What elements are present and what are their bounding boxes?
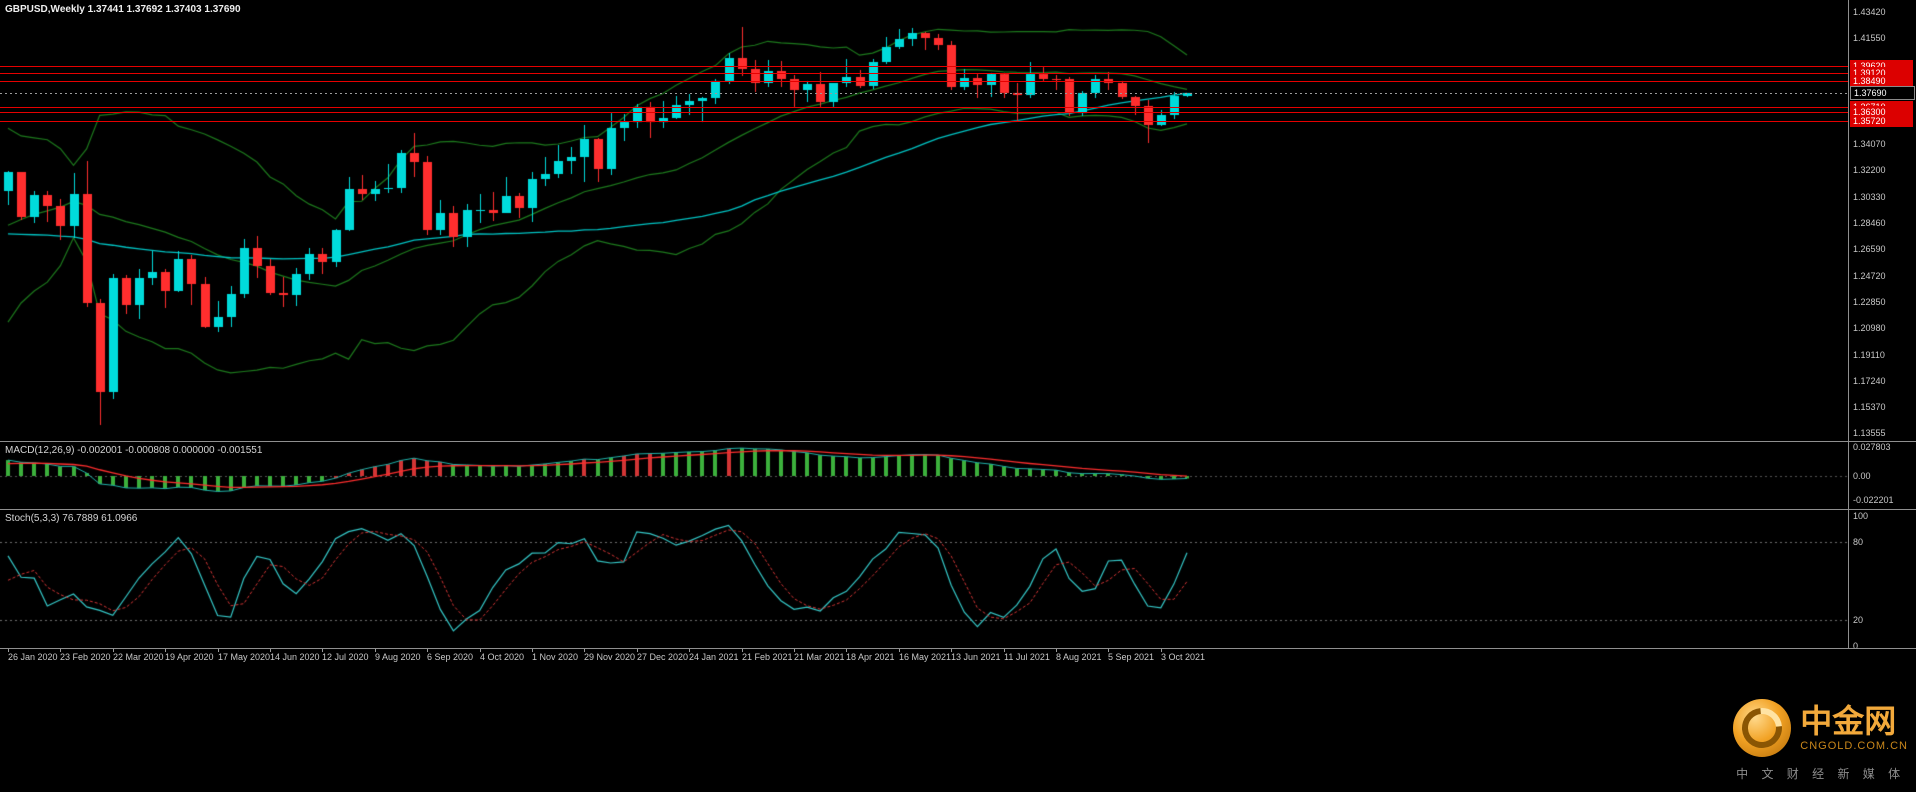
bid-price-line: [0, 93, 1848, 94]
price-tick-label: 1.13555: [1853, 428, 1886, 438]
time-tick: [742, 648, 743, 652]
time-tick: [1056, 648, 1057, 652]
cngold-watermark: 中金网 CNGOLD.COM.CN 中 文 财 经 新 媒 体: [1733, 699, 1908, 782]
date-label: 8 Aug 2021: [1056, 652, 1102, 662]
price-tick-label: 1.24720: [1853, 271, 1886, 281]
macd-panel-canvas[interactable]: [0, 442, 1848, 509]
time-tick: [60, 648, 61, 652]
date-label: 22 Mar 2020: [113, 652, 164, 662]
cngold-logo-icon: [1733, 699, 1792, 757]
date-label: 12 Jul 2020: [322, 652, 369, 662]
date-label: 23 Feb 2020: [60, 652, 111, 662]
price-tick-label: 1.34070: [1853, 139, 1886, 149]
time-tick: [532, 648, 533, 652]
date-label: 27 Dec 2020: [637, 652, 689, 662]
time-tick: [165, 648, 166, 652]
time-tick: [1004, 648, 1005, 652]
price-tick-label: 1.17240: [1853, 376, 1886, 386]
time-tick: [1108, 648, 1109, 652]
stoch-axis-label: 20: [1853, 615, 1864, 625]
price-tick-label: 1.43420: [1853, 7, 1886, 17]
price-level-label: 1.38490: [1850, 75, 1913, 87]
horizontal-level-line[interactable]: [0, 81, 1848, 82]
time-tick: [689, 648, 690, 652]
macd-axis-label: 0.00: [1853, 471, 1871, 481]
price-scale-border: [1848, 0, 1849, 648]
stoch-axis-label: 100: [1853, 511, 1869, 521]
watermark-site: CNGOLD.COM.CN: [1800, 739, 1908, 752]
price-tick-label: 1.26590: [1853, 244, 1886, 254]
stoch-axis-label: 80: [1853, 537, 1864, 547]
time-tick: [322, 648, 323, 652]
date-label: 21 Mar 2021: [794, 652, 845, 662]
date-label: 3 Oct 2021: [1161, 652, 1206, 662]
date-label: 1 Nov 2020: [532, 652, 579, 662]
price-tick-label: 1.15370: [1853, 402, 1886, 412]
time-tick: [375, 648, 376, 652]
date-label: 5 Sep 2021: [1108, 652, 1155, 662]
watermark-tagline: 中 文 财 经 新 媒 体: [1736, 767, 1906, 781]
price-scale[interactable]: 1.434201.415501.396801.378101.359401.340…: [1849, 0, 1916, 651]
stoch-axis-label: 0: [1853, 641, 1859, 651]
price-tick-label: 1.32200: [1853, 165, 1886, 175]
date-label: 13 Jun 2021: [951, 652, 1001, 662]
time-tick: [8, 648, 9, 652]
date-label: 19 Apr 2020: [165, 652, 214, 662]
date-label: 18 Apr 2021: [846, 652, 895, 662]
chart-title: GBPUSD,Weekly 1.37441 1.37692 1.37403 1.…: [5, 4, 241, 15]
time-tick: [113, 648, 114, 652]
time-tick: [584, 648, 585, 652]
horizontal-level-line[interactable]: [0, 107, 1848, 108]
date-label: 11 Jul 2021: [1004, 652, 1050, 662]
time-tick: [637, 648, 638, 652]
price-tick-label: 1.19110: [1853, 350, 1885, 360]
time-tick: [270, 648, 271, 652]
price-tick-label: 1.22850: [1853, 297, 1886, 307]
price-tick-label: 1.41550: [1853, 33, 1886, 43]
price-tick-label: 1.30330: [1853, 192, 1886, 202]
date-label: 4 Oct 2020: [480, 652, 525, 662]
bid-price-label: 1.37690: [1850, 86, 1915, 100]
panel-separator[interactable]: [0, 509, 1916, 510]
macd-axis-label: 0.027803: [1853, 442, 1891, 452]
time-tick: [899, 648, 900, 652]
time-tick: [794, 648, 795, 652]
watermark-brand: 中金网: [1800, 702, 1897, 739]
stoch-indicator-label: Stoch(5,3,3) 76.7889 61.0966: [5, 513, 138, 524]
date-label: 6 Sep 2020: [427, 652, 474, 662]
macd-axis-label: -0.022201: [1853, 495, 1894, 505]
date-label: 17 May 2020: [218, 652, 271, 662]
time-tick: [951, 648, 952, 652]
horizontal-level-line[interactable]: [0, 121, 1848, 122]
time-tick: [480, 648, 481, 652]
date-label: 26 Jan 2020: [8, 652, 58, 662]
date-label: 14 Jun 2020: [270, 652, 320, 662]
date-label: 29 Nov 2020: [584, 652, 636, 662]
macd-indicator-label: MACD(12,26,9) -0.002001 -0.000808 0.0000…: [5, 445, 263, 456]
date-label: 21 Feb 2021: [742, 652, 793, 662]
horizontal-level-line[interactable]: [0, 112, 1848, 113]
time-tick: [846, 648, 847, 652]
price-tick-label: 1.28460: [1853, 218, 1886, 228]
horizontal-level-line[interactable]: [0, 73, 1848, 74]
price-level-label: 1.35720: [1850, 115, 1913, 127]
time-tick: [427, 648, 428, 652]
date-label: 16 May 2021: [899, 652, 952, 662]
time-axis-line: [0, 648, 1916, 649]
time-tick: [218, 648, 219, 652]
date-label: 9 Aug 2020: [375, 652, 421, 662]
time-scale[interactable]: 26 Jan 2020 23 Feb 2020 22 Mar 2020 19 Apr …: [0, 648, 1848, 666]
time-tick: [1161, 648, 1162, 652]
price-tick-label: 1.20980: [1853, 323, 1886, 333]
date-label: 24 Jan 2021: [689, 652, 739, 662]
panel-separator[interactable]: [0, 441, 1916, 442]
stoch-panel-canvas[interactable]: [0, 510, 1848, 648]
horizontal-level-line[interactable]: [0, 66, 1848, 67]
